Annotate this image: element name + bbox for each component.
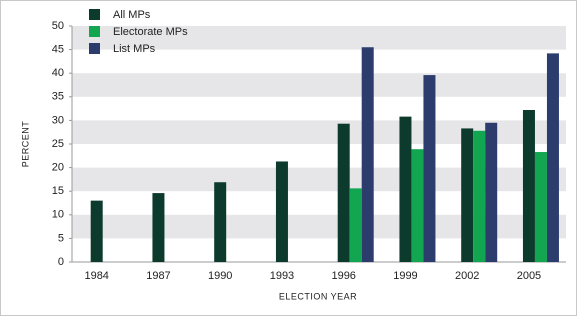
- bar: [485, 122, 498, 262]
- x-tick-label: 1987: [146, 270, 170, 282]
- grid-band: [72, 120, 566, 144]
- x-tick-label: 1984: [84, 270, 108, 282]
- x-tick-label: 2002: [455, 270, 479, 282]
- x-tick-label: 1999: [393, 270, 417, 282]
- grid-band: [72, 73, 566, 97]
- x-axis-label: ELECTION YEAR: [279, 291, 357, 301]
- bar: [546, 53, 559, 262]
- bar: [423, 75, 436, 262]
- legend-swatch: [89, 26, 100, 37]
- grid-band: [72, 214, 566, 239]
- legend-swatch: [89, 43, 100, 54]
- bar: [214, 182, 227, 262]
- y-tick-label: 20: [52, 162, 64, 174]
- x-tick-label: 1996: [331, 270, 355, 282]
- bar: [90, 200, 103, 262]
- bar: [361, 47, 374, 262]
- y-tick-label: 10: [52, 209, 64, 221]
- bar: [473, 130, 486, 262]
- y-tick-label: 45: [52, 44, 64, 56]
- y-tick-label: 35: [52, 91, 64, 103]
- bar: [275, 161, 288, 262]
- y-axis-label: PERCENT: [20, 121, 30, 168]
- y-tick-label: 40: [52, 67, 64, 79]
- x-tick-label: 1990: [208, 270, 232, 282]
- grid-band: [72, 167, 566, 192]
- bar: [411, 149, 424, 262]
- grid-band: [72, 26, 566, 50]
- x-tick-label: 2005: [517, 270, 541, 282]
- bar: [349, 188, 362, 262]
- legend-label: Electorate MPs: [113, 26, 188, 38]
- bar: [337, 123, 350, 262]
- y-tick-label: 30: [52, 114, 64, 126]
- bar: [399, 116, 412, 263]
- bar: [522, 110, 535, 263]
- y-tick-label: 25: [52, 138, 64, 150]
- bar: [534, 152, 547, 262]
- bar: [152, 193, 165, 262]
- y-tick-label: 5: [58, 232, 64, 244]
- x-tick-label: 1993: [270, 270, 294, 282]
- y-tick-label: 0: [58, 256, 64, 268]
- y-tick-label: 15: [52, 185, 64, 197]
- legend-label: All MPs: [113, 9, 151, 21]
- y-tick-label: 50: [52, 20, 64, 32]
- legend-swatch: [89, 9, 100, 20]
- legend-label: List MPs: [113, 43, 156, 55]
- bar: [461, 128, 474, 262]
